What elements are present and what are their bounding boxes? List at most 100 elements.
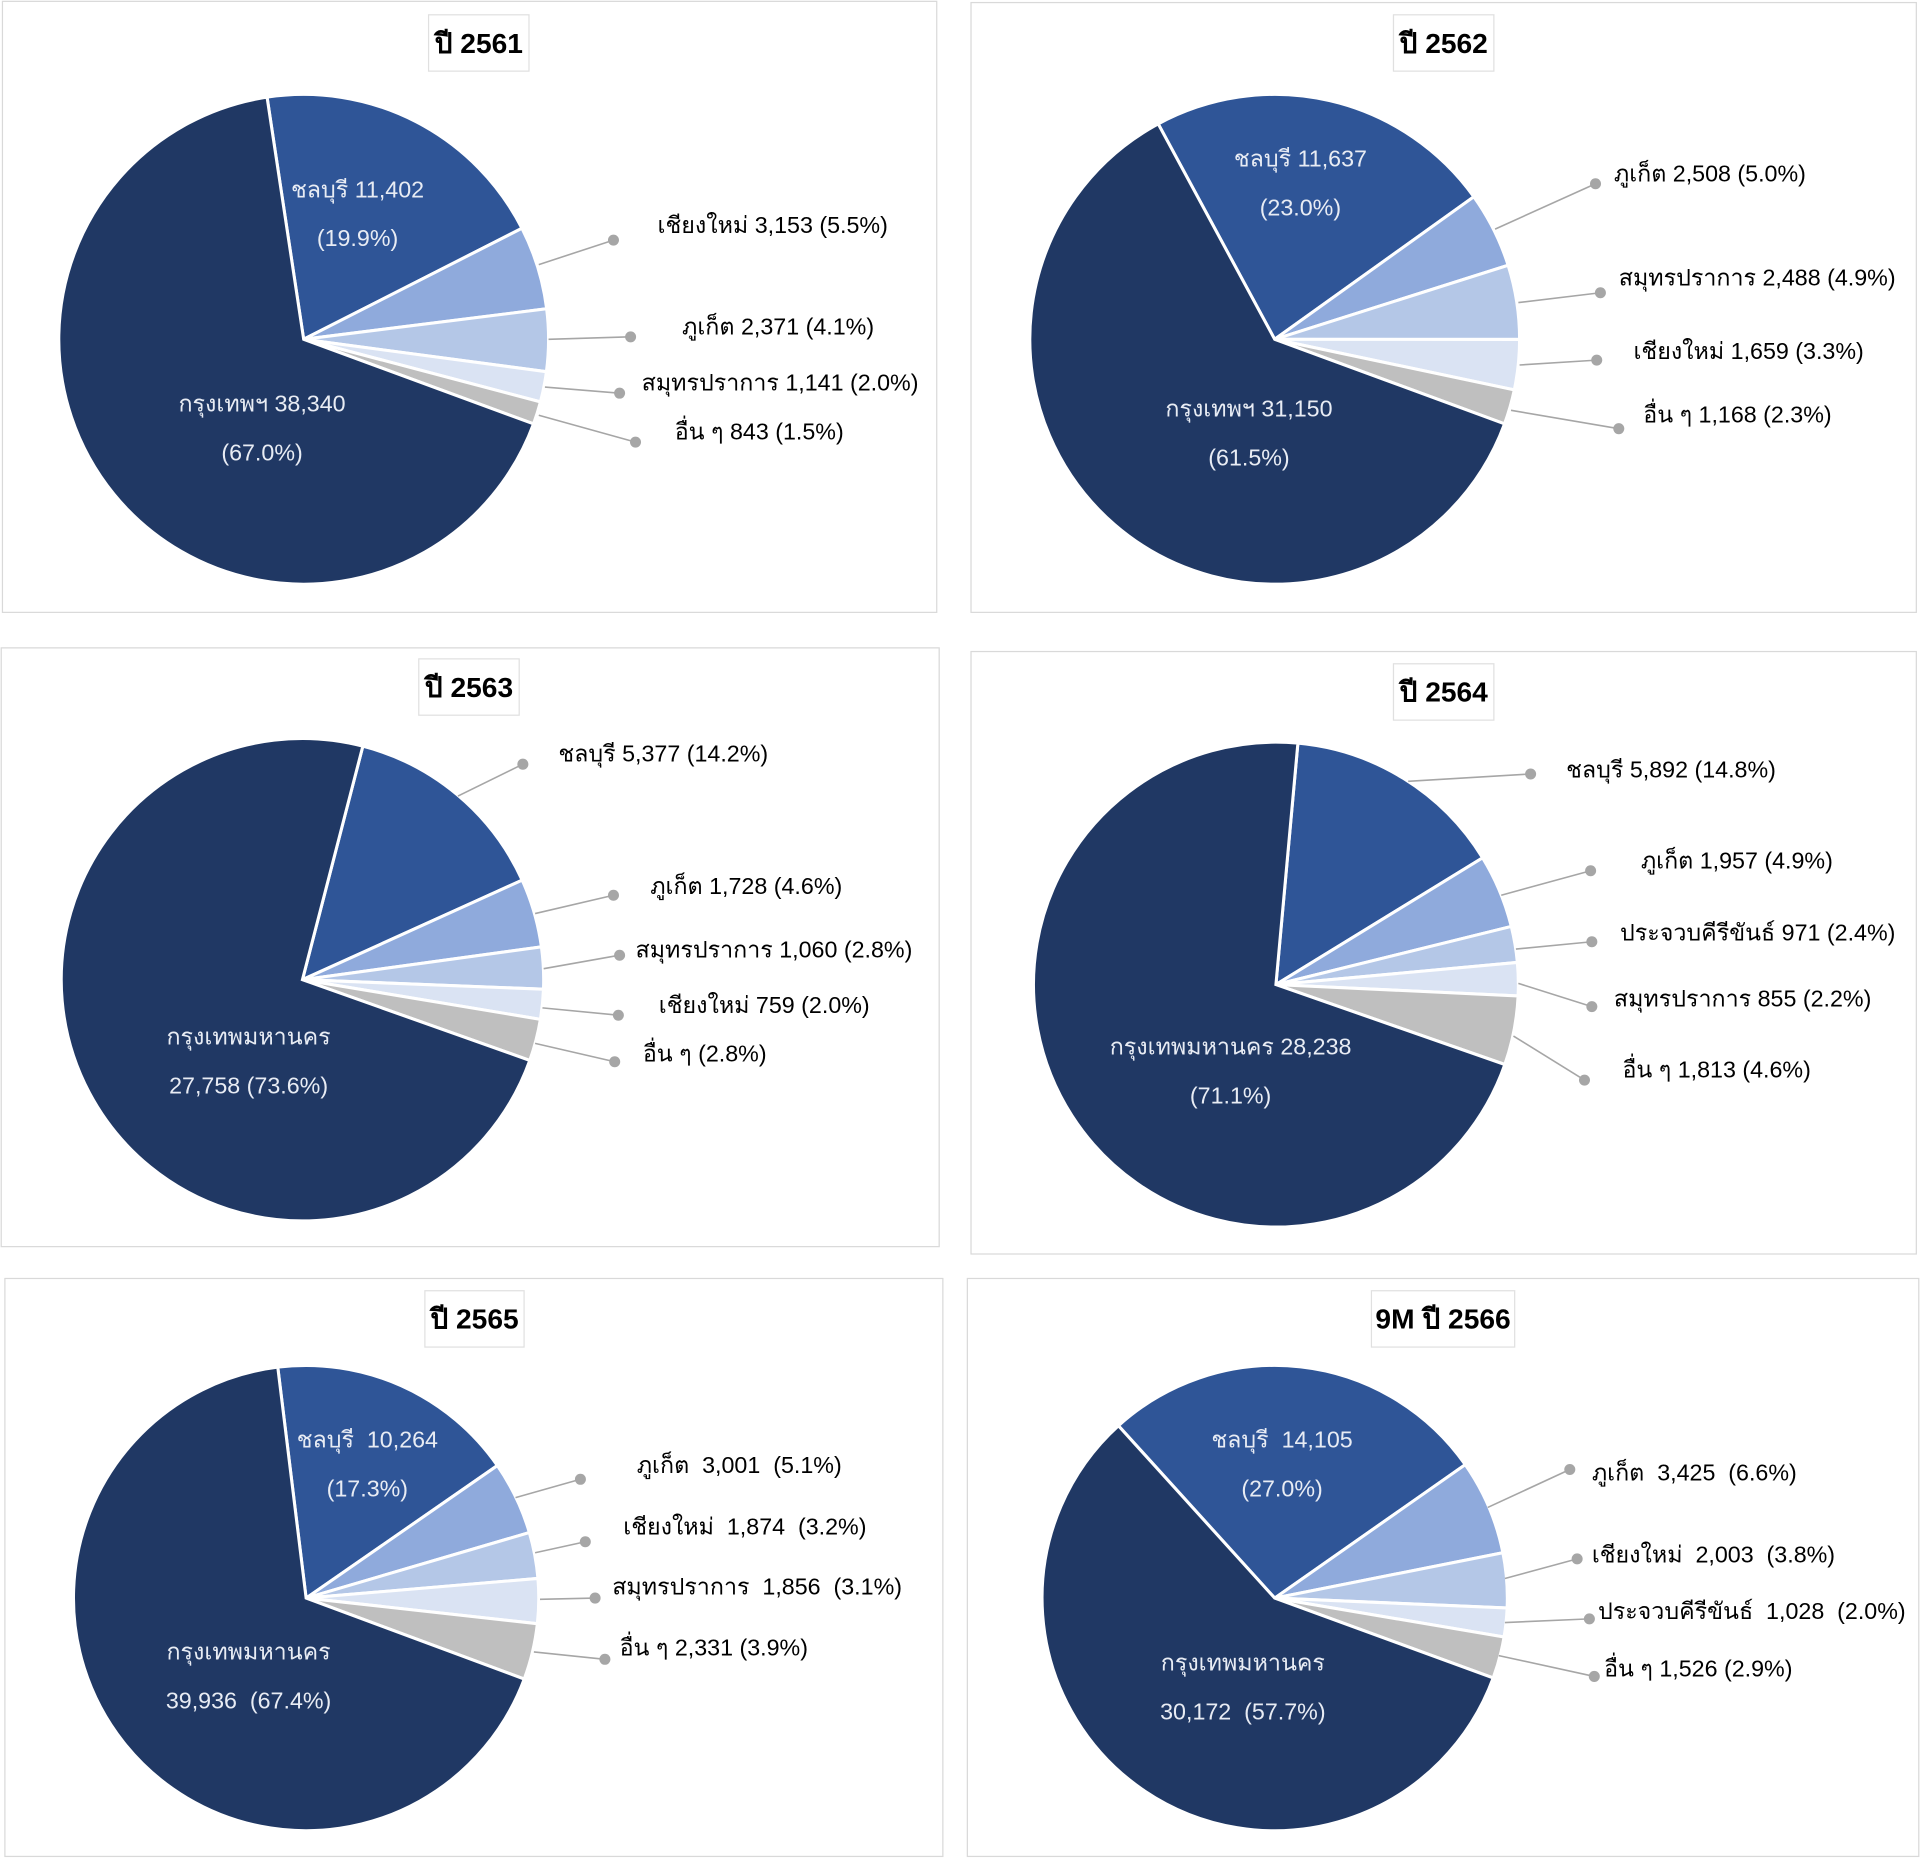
leader-dot (579, 1536, 591, 1548)
leader-line (548, 336, 631, 341)
leader-line (533, 1651, 605, 1661)
pie-slice (71, 1365, 527, 1833)
slice-data-label: ชลบุรี 10,264 (297, 1426, 438, 1453)
pie-chart-panel: ปี 2562 ชลบุรี 11,637 (23.0%) ภูเก็ต 2,508 … (970, 1, 1917, 613)
slice-data-label: เชียงใหม่ 2,003 (3.8%) (1592, 1542, 1835, 1568)
leader-dot (1586, 936, 1598, 948)
pie-slice (1274, 741, 1485, 988)
chart-title-box (427, 14, 530, 72)
leader-dot (1588, 1670, 1600, 1682)
slice-data-label: อื่น ๆ 1,526 (2.9%) (1604, 1652, 1792, 1681)
slice-data-label: 39,936 (67.4%) (166, 1687, 331, 1713)
pie-chart-panel: ปี 2563 ชลบุรี 5,377 (14.2%) ภูเก็ต 1,728 … (0, 647, 940, 1248)
leader-line (1504, 1558, 1578, 1580)
leader-dot (1578, 1074, 1590, 1086)
slice-data-label: เชียงใหม่ 759 (2.0%) (659, 992, 870, 1018)
slice-data-label: อื่น ๆ 2,331 (3.9%) (620, 1632, 808, 1661)
pie-slice (265, 92, 525, 342)
slice-data-label: สมุทรปราการ 855 (2.2%) (1614, 986, 1871, 1013)
pie-slice (1031, 740, 1507, 1229)
slice-data-label: ภูเก็ต 2,508 (5.0%) (1614, 158, 1806, 188)
leader-dot (1613, 423, 1625, 435)
leader-line (1504, 1618, 1590, 1624)
slice-data-label: ชลบุรี 14,105 (1211, 1426, 1352, 1453)
leader-dot (589, 1592, 601, 1604)
leader-line (1487, 1468, 1571, 1509)
slice-data-label: สมุทรปราการ 1,060 (2.8%) (636, 937, 913, 964)
slice-data-label: (67.0%) (221, 440, 302, 466)
leader-dot (1591, 354, 1603, 366)
slice-data-label: สมุทรปราการ 1,856 (3.1%) (612, 1573, 902, 1600)
leader-dot (1525, 768, 1537, 780)
leader-line (542, 1007, 619, 1017)
slice-data-label: ชลบุรี 11,402 (291, 176, 424, 203)
slice-data-label: (23.0%) (1260, 195, 1341, 221)
slice-data-label: ภูเก็ต 1,728 (4.6%) (650, 871, 842, 901)
chart-title: ปี 2563 (423, 672, 513, 703)
slice-data-label: (61.5%) (1208, 444, 1289, 470)
slice-data-label: กรุงเทพฯ 38,340 (178, 391, 345, 418)
leader-line (1494, 183, 1596, 230)
slice-data-label: ภูเก็ต 2,371 (4.1%) (682, 311, 874, 341)
slice-data-label: อื่น ๆ 1,813 (4.6%) (1622, 1054, 1810, 1083)
pie-chart-panel: ปี 2565 ชลบุรี 10,264 (17.3%) ภูเก็ต 3,001 … (4, 1277, 944, 1858)
leader-dot (517, 758, 529, 770)
slice-data-label: กรุงเทพมหานคร (166, 1024, 330, 1051)
leader-line (538, 414, 636, 443)
pie-slice (1028, 121, 1507, 586)
slice-data-label: 27,758 (73.6%) (169, 1073, 328, 1099)
slice-data-label: สมุทรปราการ 1,141 (2.0%) (642, 370, 919, 397)
leader-dot (1594, 287, 1606, 299)
leader-line (534, 1042, 615, 1063)
pie-slice (1040, 1423, 1496, 1833)
leader-dot (609, 1056, 621, 1068)
leader-line (538, 239, 614, 266)
slice-data-label: (71.1%) (1190, 1082, 1271, 1108)
slice-data-label: ประจวบคีรีขันธ์ 1,028 (2.0%) (1598, 1598, 1906, 1624)
pie-chart-panel: ปี 2564 ชลบุรี 5,892 (14.8%) ภูเก็ต 1,957 … (970, 650, 1917, 1255)
leader-line (1518, 291, 1601, 304)
slice-data-label: กรุงเทพฯ 31,150 (1165, 395, 1332, 422)
slice-data-label: ชลบุรี 5,892 (14.8%) (1566, 757, 1776, 784)
chart-title-box (1392, 663, 1495, 721)
leader-dot (1571, 1553, 1583, 1565)
slice-data-label: ชลบุรี 11,637 (1234, 146, 1367, 173)
slice-data-label: อื่น ๆ (2.8%) (643, 1038, 767, 1067)
leader-dot (630, 436, 642, 448)
leader-line (515, 1478, 581, 1499)
leader-line (539, 1597, 596, 1601)
leader-dot (614, 949, 626, 961)
leader-line (544, 386, 620, 394)
slice-data-label: เชียงใหม่ 3,153 (5.5%) (658, 212, 888, 238)
slice-data-label: อื่น ๆ 843 (1.5%) (675, 416, 844, 445)
chart-title: ปี 2564 (1398, 677, 1489, 708)
slice-data-label: (17.3%) (327, 1475, 408, 1501)
leader-dot (1564, 1463, 1576, 1476)
slice-data-label: กรุงเทพมหานคร (1161, 1649, 1325, 1676)
leader-dot (574, 1473, 586, 1485)
slice-data-label: กรุงเทพมหานคร (166, 1638, 330, 1665)
chart-title-box (1370, 1290, 1516, 1348)
slice-data-label: 30,172 (57.7%) (1160, 1698, 1325, 1724)
leader-line (1513, 1035, 1585, 1081)
leader-dot (1583, 1613, 1595, 1625)
slice-data-label: ประจวบคีรีขันธ์ 971 (2.4%) (1620, 920, 1895, 946)
chart-title-box (424, 1290, 525, 1348)
leader-line (534, 1540, 586, 1554)
leader-line (1501, 869, 1591, 896)
slice-data-label: สมุทรปราการ 2,488 (4.9%) (1619, 264, 1896, 291)
leader-line (543, 954, 620, 970)
chart-title: ปี 2562 (1398, 28, 1488, 59)
chart-title-box (1392, 14, 1495, 72)
chart-title: 9M ปี 2566 (1375, 1304, 1510, 1335)
chart-title: ปี 2561 (433, 28, 523, 59)
leader-line (1519, 359, 1597, 366)
pie-chart-panel: 9M ปี 2566 ชลบุรี 14,105 (27.0%) ภูเก็ต 3,4… (966, 1277, 1920, 1858)
leader-line (457, 763, 524, 797)
leader-line (1518, 982, 1593, 1008)
slice-data-label: อื่น ๆ 1,168 (2.3%) (1643, 399, 1831, 428)
leader-line (1510, 409, 1619, 430)
pie-slice (1156, 92, 1476, 342)
leader-dot (625, 331, 637, 343)
